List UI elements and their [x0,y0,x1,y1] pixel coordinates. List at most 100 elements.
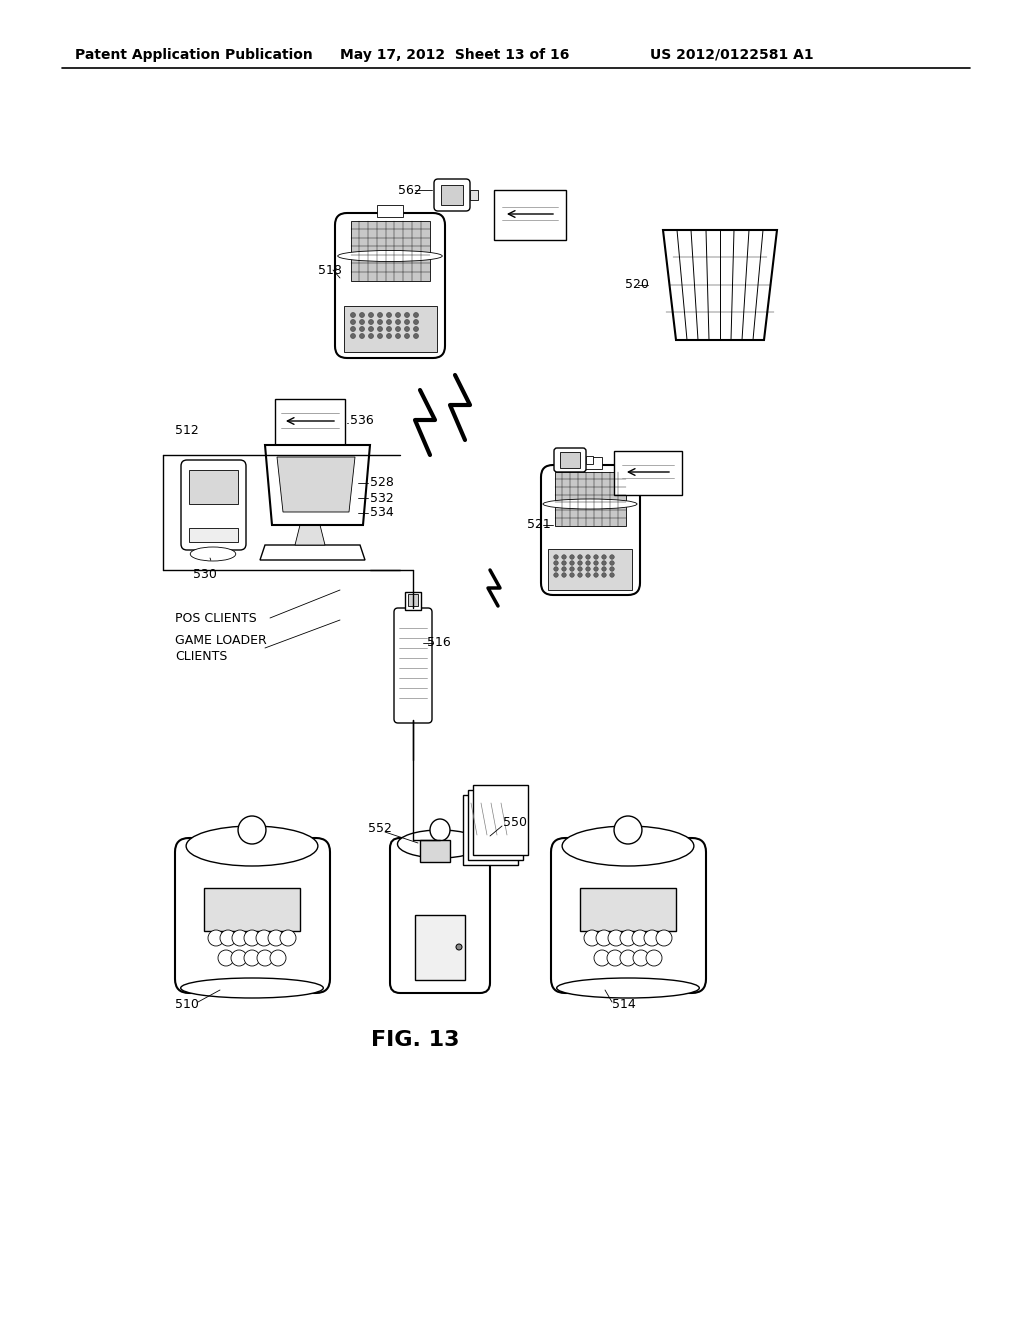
Circle shape [369,313,374,318]
Circle shape [256,931,272,946]
Bar [473,785,528,855]
Text: 536: 536 [350,413,374,426]
Circle shape [378,319,383,325]
Circle shape [386,313,391,318]
Circle shape [578,573,583,577]
Circle shape [569,561,574,565]
Circle shape [632,931,648,946]
Circle shape [602,554,606,560]
Bar [189,528,238,543]
Circle shape [562,554,566,560]
Circle shape [244,931,260,946]
Circle shape [609,573,614,577]
Circle shape [578,554,583,560]
FancyBboxPatch shape [175,838,330,993]
Bar [494,190,566,240]
Bar [351,220,430,281]
Circle shape [386,334,391,338]
Circle shape [268,931,284,946]
Circle shape [586,573,590,577]
Circle shape [646,950,662,966]
Circle shape [578,561,583,565]
Ellipse shape [557,978,699,998]
Circle shape [350,326,355,331]
Bar [408,594,418,606]
Circle shape [414,334,419,338]
Circle shape [378,313,383,318]
Bar [463,795,518,865]
Bar [614,451,682,495]
Circle shape [594,950,610,966]
FancyBboxPatch shape [181,459,246,550]
Circle shape [562,566,566,572]
Ellipse shape [190,546,236,561]
Circle shape [218,950,234,966]
Bar [204,888,300,931]
Circle shape [378,334,383,338]
Circle shape [359,334,365,338]
Text: CLIENTS: CLIENTS [175,651,227,664]
Polygon shape [295,525,325,545]
FancyBboxPatch shape [551,838,706,993]
Text: 521: 521 [527,519,551,532]
FancyBboxPatch shape [554,447,586,473]
Circle shape [414,326,419,331]
Circle shape [378,326,383,331]
Circle shape [404,319,410,325]
Bar [441,185,463,205]
Polygon shape [663,230,777,341]
Bar [344,306,437,352]
Circle shape [569,554,574,560]
Circle shape [414,313,419,318]
Circle shape [554,554,558,560]
Circle shape [456,944,462,950]
Circle shape [231,950,247,966]
Ellipse shape [338,251,442,261]
Circle shape [350,313,355,318]
Text: 514: 514 [612,998,636,1011]
Circle shape [586,566,590,572]
Bar [586,455,593,465]
Circle shape [350,334,355,338]
Text: May 17, 2012  Sheet 13 of 16: May 17, 2012 Sheet 13 of 16 [340,48,569,62]
Circle shape [395,334,400,338]
Bar [548,549,632,590]
Circle shape [586,554,590,560]
Bar [555,473,626,525]
Circle shape [569,573,574,577]
Text: 512: 512 [175,424,199,437]
Text: 552: 552 [368,821,392,834]
Circle shape [620,950,636,966]
FancyBboxPatch shape [541,465,640,595]
Circle shape [602,573,606,577]
Ellipse shape [180,978,324,998]
Text: 532: 532 [370,491,394,504]
Text: 516: 516 [427,636,451,649]
Circle shape [633,950,649,966]
Circle shape [607,950,623,966]
Bar [470,190,478,201]
Circle shape [620,931,636,946]
Text: 520: 520 [625,279,649,292]
Text: GAME LOADER: GAME LOADER [175,634,266,647]
Circle shape [554,561,558,565]
Text: Patent Application Publication: Patent Application Publication [75,48,312,62]
Circle shape [656,931,672,946]
Circle shape [578,566,583,572]
Circle shape [280,931,296,946]
FancyBboxPatch shape [335,213,445,358]
Text: 562: 562 [398,183,422,197]
Bar [579,457,602,469]
Circle shape [369,334,374,338]
FancyBboxPatch shape [390,838,490,993]
Circle shape [220,931,236,946]
Circle shape [244,950,260,966]
Ellipse shape [397,830,482,858]
Circle shape [609,554,614,560]
Circle shape [404,326,410,331]
Bar [406,591,421,610]
Circle shape [257,950,273,966]
Circle shape [594,573,598,577]
Circle shape [608,931,624,946]
Circle shape [562,573,566,577]
